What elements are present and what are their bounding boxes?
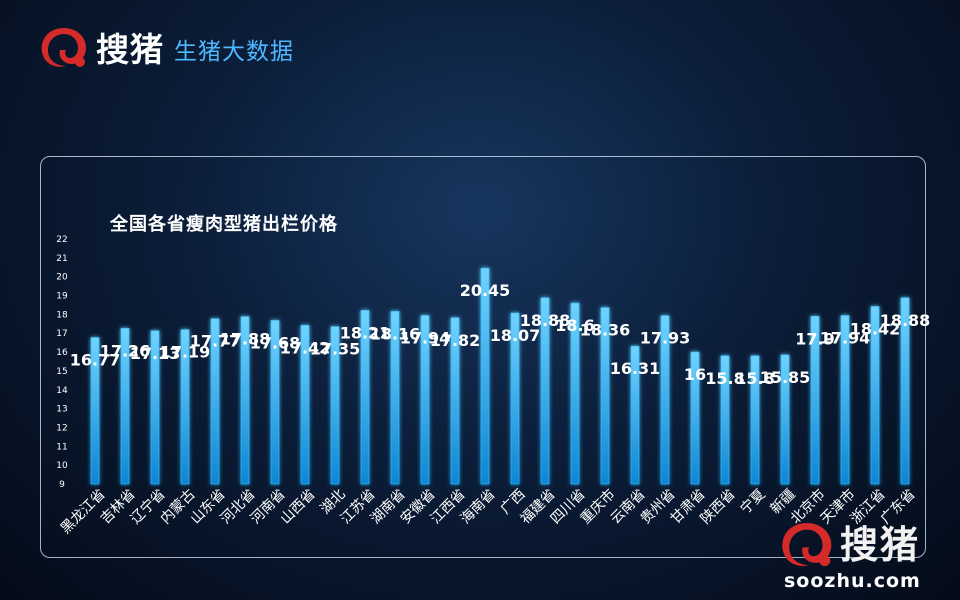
- bar: [270, 320, 280, 485]
- y-tick-label: 20: [56, 273, 68, 283]
- chart-title: 全国各省瘦肉型猪出栏价格: [110, 214, 338, 235]
- y-tick-label: 18: [56, 310, 68, 320]
- x-tick-label: 陕西省: [698, 486, 739, 527]
- bar: [300, 325, 310, 485]
- x-tick-label: 海南省: [458, 486, 499, 527]
- y-tick-label: 15: [56, 367, 67, 377]
- bar: [90, 337, 100, 485]
- bar: [630, 345, 640, 485]
- bar: [570, 302, 580, 485]
- data-label: 17.35: [310, 340, 361, 359]
- bar: [180, 329, 190, 485]
- brand-subtitle: 生猪大数据: [174, 39, 294, 65]
- data-label: 17.68: [250, 333, 301, 352]
- bar: [660, 315, 670, 485]
- bar: [150, 330, 160, 485]
- data-label: 15.8: [735, 369, 774, 388]
- bar: [390, 311, 400, 485]
- data-label: 18.88: [880, 311, 931, 330]
- x-tick-label: 山西省: [278, 486, 319, 527]
- data-label: 18.42: [850, 319, 901, 338]
- bar: [870, 306, 880, 485]
- bar: [540, 297, 550, 485]
- bar: [420, 315, 430, 485]
- data-label: 17.42: [280, 338, 331, 357]
- bar: [480, 267, 490, 485]
- data-label: 17.19: [160, 343, 211, 362]
- bar: [330, 326, 340, 485]
- data-label: 17.9: [795, 329, 834, 348]
- data-label: 18.21: [340, 323, 391, 342]
- data-label: 16.31: [610, 359, 661, 378]
- chart-panel: [40, 156, 926, 558]
- data-label: 17.93: [640, 329, 691, 348]
- y-tick-label: 12: [56, 423, 67, 433]
- app-header: 搜猪 生猪大数据: [36, 22, 294, 72]
- y-tick-label: 11: [56, 442, 67, 452]
- y-tick-label: 19: [56, 292, 68, 302]
- bar: [810, 315, 820, 485]
- bar: [360, 310, 370, 485]
- y-axis: 9 10 11 12 13 14 15 16 17 18 19 20 21 22: [56, 235, 68, 490]
- y-tick-label: 22: [56, 235, 67, 245]
- data-label: 17.13: [130, 344, 181, 363]
- data-label: 18.16: [370, 324, 421, 343]
- data-label: 15.8: [705, 369, 744, 388]
- data-label: 17.94: [400, 329, 451, 348]
- data-label: 17.94: [820, 329, 871, 348]
- data-label: 17.77: [190, 332, 241, 351]
- data-label: 18.36: [580, 321, 631, 340]
- data-label: 17.26: [100, 341, 151, 360]
- data-label: 16: [684, 365, 706, 384]
- watermark-url: soozhu.com: [784, 570, 921, 592]
- y-tick-label: 21: [56, 254, 67, 264]
- bar: [600, 307, 610, 485]
- bar: [720, 355, 730, 485]
- y-tick-label: 14: [56, 386, 68, 396]
- watermark-brand: 搜猪: [840, 522, 921, 567]
- y-tick-label: 9: [59, 480, 65, 490]
- brand-name: 搜猪: [96, 30, 164, 69]
- y-tick-label: 10: [56, 461, 68, 471]
- data-label: 15.85: [760, 368, 811, 387]
- data-label: 18.07: [490, 326, 541, 345]
- bar-series: [90, 267, 910, 485]
- bar: [210, 318, 220, 485]
- y-tick-label: 17: [56, 329, 67, 339]
- x-tick-label: 宁夏: [737, 486, 769, 518]
- bar: [780, 354, 790, 485]
- bar: [690, 351, 700, 485]
- y-tick-label: 13: [56, 405, 67, 415]
- soozhu-logo-icon: [41, 28, 86, 67]
- data-label: 16.77: [70, 351, 121, 370]
- y-tick-label: 16: [56, 348, 68, 358]
- data-label: 17.82: [430, 331, 481, 350]
- bar: [510, 312, 520, 485]
- watermark-logo-icon: [782, 522, 832, 567]
- bar: [450, 317, 460, 485]
- bar: [840, 315, 850, 485]
- data-label: 20.45: [460, 281, 511, 300]
- watermark: 搜猪 soozhu.com: [776, 514, 952, 594]
- data-label: 18.6: [555, 316, 594, 335]
- bar: [240, 316, 250, 485]
- bar: [900, 297, 910, 485]
- bar: [120, 328, 130, 485]
- data-labels: 16.7717.2617.1317.1917.7717.8817.6817.42…: [70, 281, 931, 388]
- data-label: 18.88: [520, 311, 571, 330]
- data-label: 17.88: [220, 330, 271, 349]
- bar: [750, 355, 760, 485]
